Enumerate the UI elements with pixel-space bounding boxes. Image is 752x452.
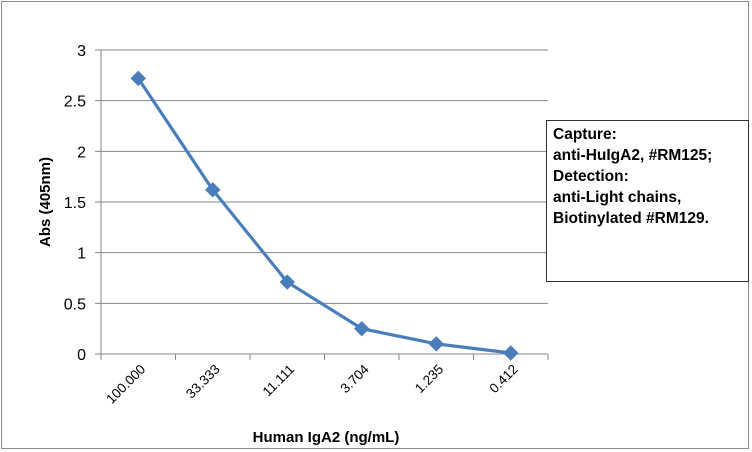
y-tick-label: 2.5 xyxy=(64,94,86,111)
x-tick-label: 0.412 xyxy=(486,362,521,397)
x-tick-label: 1.235 xyxy=(412,362,447,397)
x-tick-label: 3.704 xyxy=(337,361,372,396)
y-tick-label: 1 xyxy=(77,246,86,263)
x-tick-label: 33.333 xyxy=(183,362,223,402)
data-point-marker xyxy=(354,320,370,337)
data-point-marker xyxy=(279,274,295,290)
y-tick-labels: 0 0.5 1 1.5 2 2.5 3 xyxy=(64,43,86,364)
y-tick-label: 0 xyxy=(77,347,86,364)
x-tick-label: 11.111 xyxy=(260,362,298,400)
y-tick-label: 2 xyxy=(77,144,86,161)
annotation-line-biotinylated: Biotinylated #RM129. xyxy=(553,210,709,227)
y-tick-label: 0.5 xyxy=(64,296,86,313)
y-axis-label: Abs (405nm) xyxy=(37,157,54,247)
annotation-line-capture: Capture: xyxy=(553,126,617,143)
series-line-path xyxy=(136,77,511,355)
annotation-line-detection-antibody: anti-Light chains, xyxy=(553,189,682,206)
data-point-marker xyxy=(205,182,221,198)
gridlines xyxy=(95,49,548,304)
x-axis xyxy=(95,50,549,360)
annotation-line-detection: Detection: xyxy=(553,168,629,185)
x-axis-label: Human IgA2 (ng/mL) xyxy=(253,429,400,446)
series-markers xyxy=(130,70,519,361)
y-tick-label: 1.5 xyxy=(64,195,86,212)
x-tick-label: 100.000 xyxy=(103,362,148,407)
data-point-marker xyxy=(503,345,519,361)
data-point-marker xyxy=(130,70,146,87)
x-tick-labels: 100.000 33.333 11.111 3.704 1.235 0.412 xyxy=(103,361,521,406)
data-point-marker xyxy=(428,336,444,352)
y-tick-label: 3 xyxy=(77,43,86,60)
series-line xyxy=(136,77,511,355)
annotation-line-capture-antibody: anti-HuIgA2, #RM125; xyxy=(553,147,713,164)
assay-annotation-box: Capture: anti-HuIgA2, #RM125; Detection:… xyxy=(546,120,749,282)
